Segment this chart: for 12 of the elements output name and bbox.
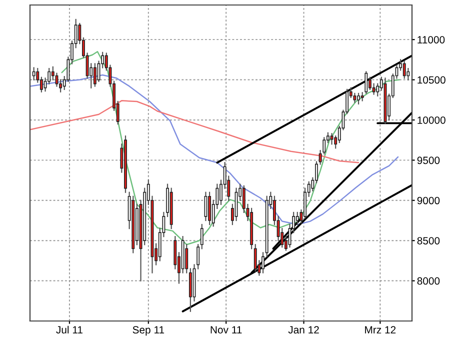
x-tick-label: Mrz 12: [365, 326, 396, 334]
y-tick-label: 11000: [418, 36, 445, 44]
y-tick-label: 10000: [418, 116, 446, 124]
y-tick-label: 8500: [417, 237, 440, 244]
x-tick-label: Sep 11: [132, 326, 164, 336]
y-tick-label: 8000: [417, 277, 440, 285]
x-tick-label: Nov 11: [210, 326, 242, 334]
y-tick-label: 9000: [417, 196, 440, 204]
y-tick-label: 10500: [418, 76, 446, 84]
y-tick-label: 9500: [417, 156, 440, 164]
x-tick-label: Jul 11: [56, 326, 82, 334]
x-tick-label: Jan 12: [288, 326, 319, 334]
